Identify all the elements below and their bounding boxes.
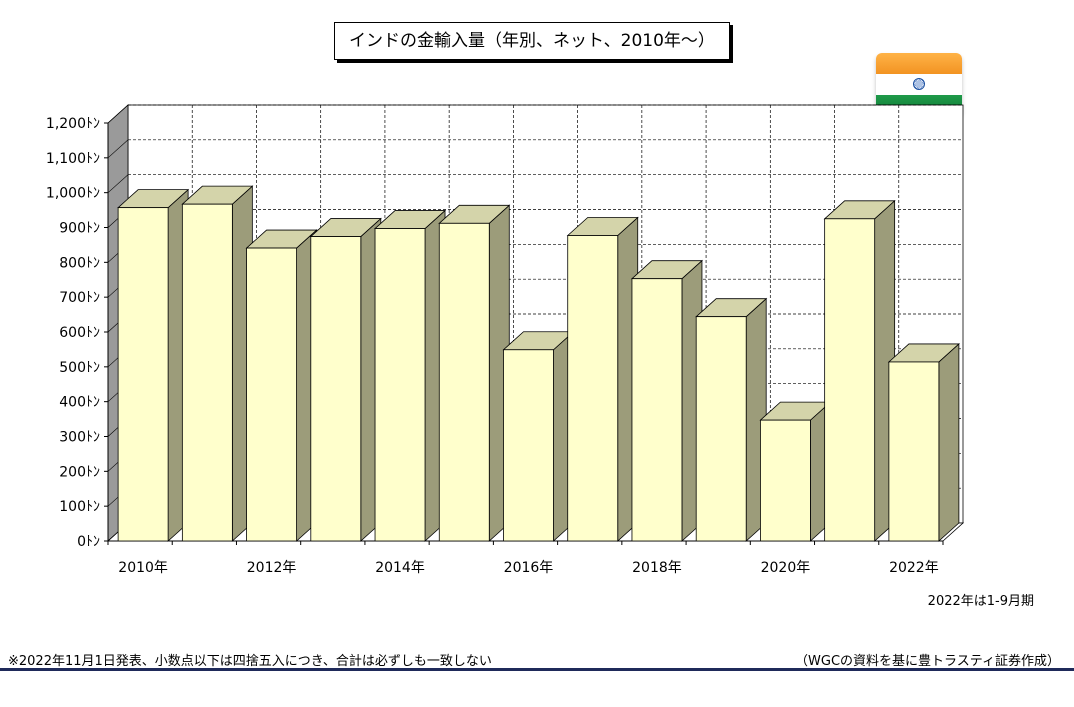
- bar: [310, 236, 362, 542]
- ashoka-chakra-icon: [913, 78, 925, 90]
- chart-title: インドの金輸入量（年別、ネット、2010年～）: [334, 22, 730, 60]
- y-tick-label: 900ﾄﾝ: [59, 221, 100, 237]
- y-tick-label: 800ﾄﾝ: [59, 255, 100, 271]
- bar: [760, 419, 811, 542]
- y-tick-label: 1,000ﾄﾝ: [46, 186, 100, 202]
- y-tick-label: 600ﾄﾝ: [59, 325, 100, 341]
- bar: [888, 361, 940, 542]
- x-tick-label: 2018年: [632, 560, 682, 576]
- x-tick-label: 2022年: [889, 560, 939, 576]
- bar: [246, 247, 297, 542]
- footnote: ※2022年11月1日発表、小数点以下は四捨五入につき、合計は必ずしも一致しない: [8, 654, 492, 669]
- y-tick-label: 0ﾄﾝ: [77, 534, 100, 550]
- bar: [695, 316, 747, 542]
- y-tick-label: 500ﾄﾝ: [59, 360, 100, 376]
- x-tick-label: 2012年: [247, 560, 297, 576]
- side-gridline: [107, 139, 129, 159]
- footer-divider: [0, 668, 1074, 671]
- x-tick-label: 2016年: [504, 560, 554, 576]
- period-note: 2022年は1-9月期: [927, 594, 1034, 609]
- side-gridline: [107, 104, 129, 124]
- x-tick-label: 2020年: [761, 560, 811, 576]
- bar: [181, 203, 233, 542]
- bar: [567, 235, 619, 542]
- y-tick-label: 300ﾄﾝ: [59, 430, 100, 446]
- x-tick-label: 2010年: [118, 560, 168, 576]
- y-tick-label: 1,200ﾄﾝ: [46, 116, 100, 132]
- source-note: （WGCの資料を基に豊トラスティ証券作成）: [795, 654, 1060, 669]
- bar: [117, 207, 169, 542]
- bar: [438, 222, 490, 542]
- y-tick-label: 400ﾄﾝ: [59, 395, 100, 411]
- bar: [824, 218, 876, 542]
- y-tick-label: 100ﾄﾝ: [59, 499, 100, 515]
- bar: [631, 278, 683, 542]
- bar: [374, 228, 426, 542]
- y-tick-label: 200ﾄﾝ: [59, 464, 100, 480]
- y-tick-label: 1,100ﾄﾝ: [46, 151, 100, 167]
- side-gridline: [107, 174, 129, 193]
- bar-side: [938, 343, 960, 542]
- y-tick-label: 700ﾄﾝ: [59, 290, 100, 306]
- x-tick-label: 2014年: [375, 560, 425, 576]
- bar: [503, 349, 554, 542]
